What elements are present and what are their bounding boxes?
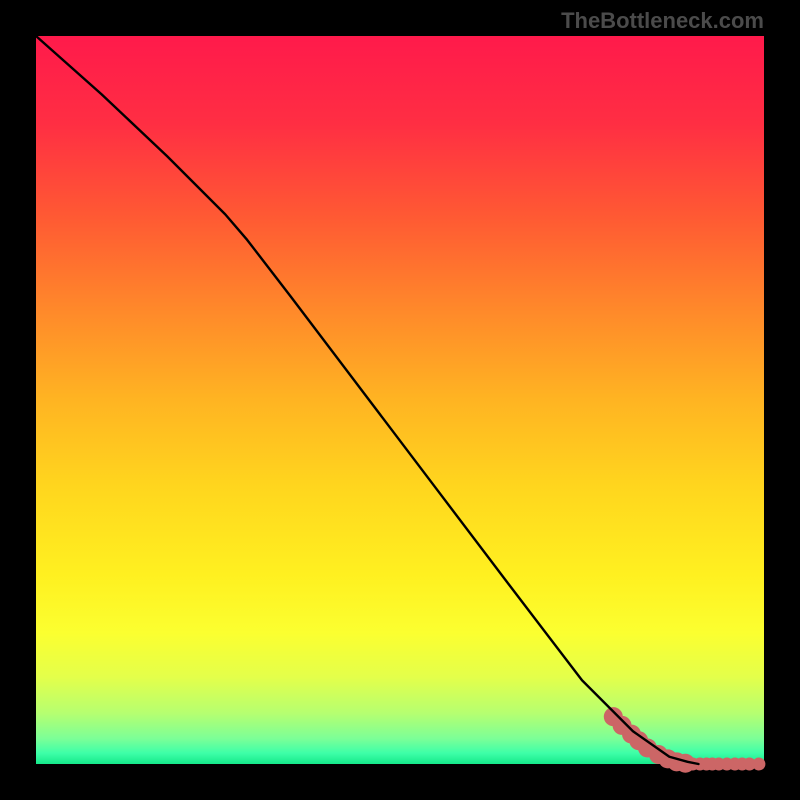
- line-series: [36, 36, 698, 764]
- chart-overlay: [36, 36, 764, 764]
- watermark-text: TheBottleneck.com: [561, 8, 764, 34]
- scatter-series: [604, 707, 766, 773]
- plot-area: [36, 36, 764, 764]
- stage: TheBottleneck.com: [0, 0, 800, 800]
- scatter-point: [752, 758, 765, 771]
